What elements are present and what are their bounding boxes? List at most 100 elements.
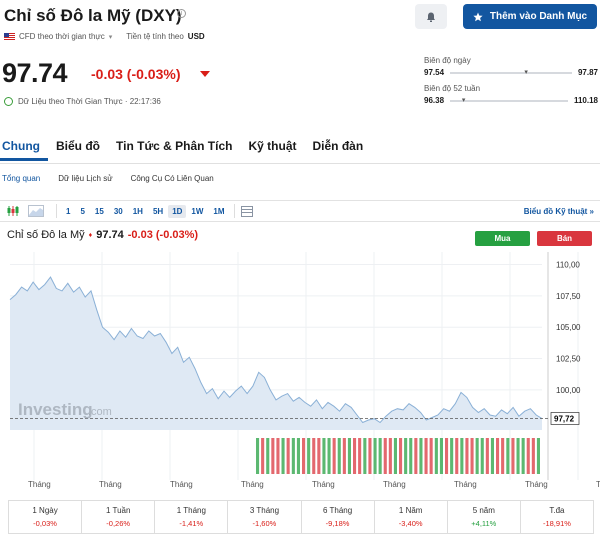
day-range: Biên độ ngày 97.54 ▾ 97.87 [424, 56, 598, 77]
volume-bar [470, 438, 474, 474]
volume-bar [465, 438, 469, 474]
chart-change: -0.03 (-0.03%) [127, 229, 199, 241]
us-flag-icon [4, 33, 15, 40]
chart-price: 97.74 [96, 229, 124, 241]
technical-chart-link[interactable]: Biểu đồ Kỹ thuật » [523, 206, 594, 216]
volume-bar [496, 438, 500, 474]
area-chart-icon[interactable] [28, 205, 44, 217]
y-tick-label: 105,00 [556, 323, 581, 332]
x-tick-label: Tháng [170, 480, 193, 489]
tabs-divider [0, 163, 600, 164]
x-tick-label: Tháng [312, 480, 335, 489]
volume-bar [353, 438, 357, 474]
instrument-meta: CFD theo thời gian thực ▾ Tiền tệ tính t… [4, 32, 205, 41]
volume-bars [256, 438, 540, 474]
performance-cell: T.đa -18,91% [521, 501, 593, 533]
interval-5h[interactable]: 5H [152, 206, 164, 216]
interval-1h[interactable]: 1H [132, 206, 143, 216]
volume-bar [261, 438, 265, 474]
volume-bar [286, 438, 290, 474]
interval-1m[interactable]: 1M [213, 206, 225, 216]
tab-technical[interactable]: Kỹ thuật [248, 139, 297, 153]
volume-bar [506, 438, 510, 474]
volume-bar [399, 438, 403, 474]
volume-bar [485, 438, 489, 474]
range-marker-icon: ▾ [461, 96, 466, 104]
volume-bar [521, 438, 525, 474]
price-area [10, 277, 542, 430]
volume-bar [276, 438, 280, 474]
volume-bar [511, 438, 515, 474]
last-price-label: 97,72 [550, 412, 580, 425]
y-tick-label: 110,00 [556, 261, 580, 270]
volume-bar [317, 438, 321, 474]
performance-period: 1 Tuần [105, 506, 131, 515]
volume-bar [414, 438, 418, 474]
chart-header: Chỉ số Đô la Mỹ ♦ 97.74 -0.03 (-0.03%) [7, 229, 198, 241]
volume-bar [302, 438, 306, 474]
add-to-watchlist-button[interactable]: Thêm vào Danh Mục [463, 4, 597, 29]
cfd-label[interactable]: CFD theo thời gian thực [19, 32, 105, 41]
interval-30[interactable]: 30 [113, 206, 123, 216]
x-tick-label: Tháng [525, 480, 548, 489]
tab-news[interactable]: Tin Tức & Phân Tích [116, 139, 233, 153]
day-range-low: 97.54 [424, 68, 445, 77]
performance-cell: 6 Tháng -9,18% [302, 501, 375, 533]
volume-bar [490, 438, 494, 474]
volume-bar [404, 438, 408, 474]
volume-bar [455, 438, 459, 474]
interval-1[interactable]: 1 [66, 206, 71, 216]
volume-bar [409, 438, 413, 474]
performance-period: 3 Tháng [249, 506, 280, 515]
x-tick-label: Tháng [383, 480, 406, 489]
toolbar-separator [233, 204, 235, 218]
clock-icon [4, 97, 13, 106]
performance-cell: 1 Năm -3,40% [375, 501, 448, 533]
performance-period: 1 Tháng [176, 506, 206, 515]
performance-value: -0,03% [33, 519, 57, 528]
main-tabs: Chung Biểu đồ Tin Tức & Phân Tích Kỹ thu… [0, 139, 371, 161]
interval-1d[interactable]: 1D [168, 204, 187, 218]
alert-button[interactable] [415, 4, 447, 29]
investing-watermark-suffix: .com [88, 406, 112, 418]
volume-bar [445, 438, 449, 474]
watchlist-label: Thêm vào Danh Mục [489, 11, 588, 22]
candlestick-icon[interactable] [6, 205, 20, 217]
performance-value: +4,11% [471, 519, 497, 528]
chevron-down-icon[interactable]: ▾ [108, 33, 113, 41]
day-range-high: 97.87 [577, 68, 598, 77]
tab-overview[interactable]: Chung [0, 139, 48, 161]
performance-cell: 3 Tháng -1,60% [228, 501, 302, 533]
page-title: Chỉ số Đô la Mỹ (DXY) [4, 6, 182, 25]
interval-15[interactable]: 15 [94, 206, 104, 216]
price-change: -0.03 (-0.03%) [91, 66, 181, 82]
price-line [9, 276, 543, 424]
performance-value: -9,18% [325, 519, 350, 528]
tab-forum[interactable]: Diễn đàn [312, 139, 364, 153]
volume-bar [322, 438, 326, 474]
tab-chart[interactable]: Biểu đồ [56, 139, 100, 153]
info-icon[interactable]: i [177, 9, 186, 18]
volume-bar [475, 438, 479, 474]
volume-bar [531, 438, 535, 474]
subtab-summary[interactable]: Tổng quan [2, 174, 41, 183]
volume-bar [342, 438, 346, 474]
buy-button[interactable]: Mua [475, 231, 530, 246]
sub-tabs: Tổng quan Dữ liệu Lịch sử Công Cụ Có Liê… [2, 174, 214, 183]
volume-bar [307, 438, 311, 474]
toolbar-separator [56, 204, 57, 218]
week52-range-bar: ▾ [450, 97, 568, 104]
subtab-historical[interactable]: Dữ liệu Lịch sử [58, 174, 113, 183]
volume-bar [434, 438, 438, 474]
subtab-related[interactable]: Công Cụ Có Liên Quan [130, 174, 214, 183]
interval-1w[interactable]: 1W [191, 206, 204, 216]
volume-bar [383, 438, 387, 474]
price-chart[interactable]: 110,00 107,50 105,00 102,50 100,00 97,72 Inv… [0, 248, 600, 496]
table-icon[interactable] [240, 205, 253, 217]
currency-value: USD [187, 32, 205, 41]
volume-bar [256, 438, 260, 474]
sell-button[interactable]: Bán [537, 231, 592, 246]
week52-range-low: 96.38 [424, 96, 445, 105]
interval-5[interactable]: 5 [80, 206, 85, 216]
volume-bar [388, 438, 392, 474]
